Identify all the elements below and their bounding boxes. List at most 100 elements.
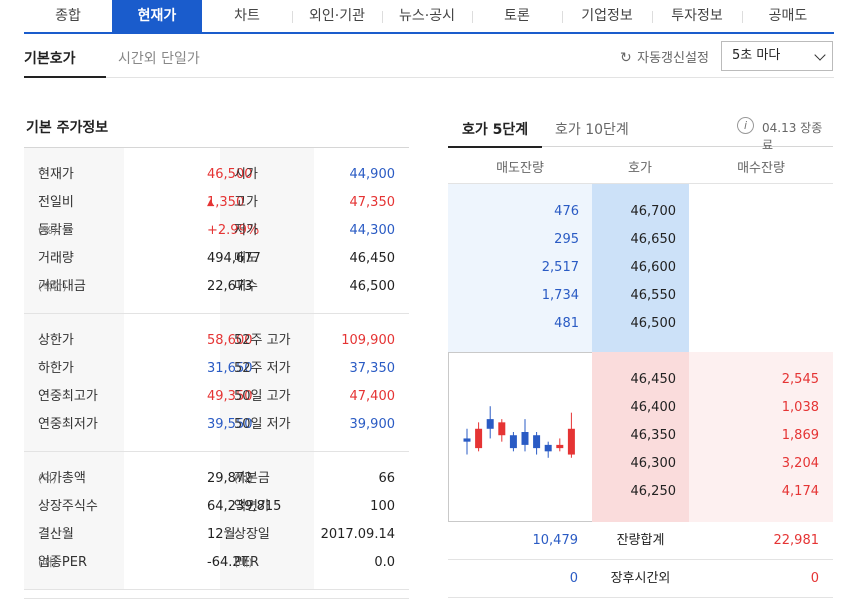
candle-body [533,435,541,449]
refresh-icon: ↻ [620,50,632,66]
info-label-unit: (%) [38,224,58,237]
ask-qty[interactable]: 481 [554,316,579,331]
bottom-divider [24,598,409,599]
tab-label: 외인·기관 [309,8,365,24]
tab-4[interactable]: 뉴스·공시 [382,0,472,32]
info-row: 현재가 46,500 시가 44,900 [24,161,409,189]
tab-label: 뉴스·공시 [399,8,455,24]
ask-qty[interactable]: 295 [554,232,579,247]
refresh-interval-select[interactable]: 5초 마다 [721,41,833,71]
info-row: 전일비 ▲ 1,350 고가 47,350 [24,189,409,217]
top-nav: 종합 현재가 차트 외인·기관 뉴스·공시 토론 기업정보 투자정보 공매도 [24,0,834,34]
info-icon[interactable]: i [737,117,754,134]
info-row: 결산월 12월 상장일 2017.09.14 [24,521,409,549]
info-label-unit: (백만) [38,280,67,293]
candle-body [463,438,471,442]
info-label-unit: (배) [38,556,57,569]
after-label: 장후시간외 [610,571,671,586]
total-sell-qty: 10,479 [532,533,579,548]
ask-qty[interactable]: 476 [554,204,579,219]
info-group: 상한가 58,600 52주 고가 109,900 하한가 31,650 52주 저가 37,… [24,314,409,452]
ask-price[interactable]: 46,650 [630,232,677,247]
orderbook-bids: 46,450 2,545 46,400 1,038 46,350 1,869 46,300 3… [448,352,833,522]
ask-qty[interactable]: 2,517 [541,260,579,275]
bid-qty[interactable]: 2,545 [781,372,819,387]
info-value: 100 [370,499,395,514]
bid-price[interactable]: 46,450 [630,372,677,387]
mini-candle-svg [463,406,575,458]
up-triangle-icon: ▲ [207,198,214,208]
info-row: 등락률 (%) +2.99% 저가 44,300 [24,217,409,245]
ask-price[interactable]: 46,700 [630,204,677,219]
bid-price[interactable]: 46,350 [630,428,677,443]
info-value: 44,300 [349,223,396,238]
subtab-afterhours[interactable]: 시간외 단일가 [118,51,200,67]
bid-qty[interactable]: 4,174 [781,484,819,499]
info-value: 66 [378,471,395,486]
total-row: 10,479 잔량합계 22,981 [448,522,833,560]
header-price: 호가 [628,161,652,176]
tab-separator [472,11,473,23]
tab-8[interactable]: 공매도 [742,0,834,32]
ask-price[interactable]: 46,550 [630,288,677,303]
tab-orderbook-10[interactable]: 호가 10단계 [555,122,629,138]
tab-label: 차트 [234,8,260,24]
info-row: 연중최고가 49,350 50일 고가 47,400 [24,383,409,411]
subtab-basic-quote[interactable]: 기본호가 [24,51,76,67]
info-row: 하한가 31,650 52주 저가 37,350 [24,355,409,383]
buy-qty-column [689,352,833,522]
candle-body [567,428,575,455]
auto-refresh-setting[interactable]: ↻ 자동갱신설정 [620,47,709,66]
tab-2[interactable]: 차트 [202,0,292,32]
info-value: 0.0 [374,555,395,570]
tab-label: 투자정보 [671,8,723,24]
info-value: 47,350 [349,195,396,210]
ask-price[interactable]: 46,600 [630,260,677,275]
candle-body [521,432,529,445]
bid-price[interactable]: 46,400 [630,400,677,415]
info-value: 39,900 [349,417,396,432]
info-row: 거래대금 (백만) 22,673 매수 46,500 [24,273,409,301]
bid-price[interactable]: 46,300 [630,456,677,471]
bid-qty[interactable]: 1,869 [781,428,819,443]
info-value: 47,400 [349,389,396,404]
label-shade [24,148,124,313]
ask-price[interactable]: 46,500 [630,316,677,331]
market-status: 04.13 장종료 [762,121,823,152]
tab-label: 종합 [55,8,81,24]
info-row: 상장주식수 64,239,815 액면가 100 [24,493,409,521]
tab-label: 공매도 [768,8,808,24]
tab-0[interactable]: 종합 [24,0,112,32]
bid-qty[interactable]: 1,038 [781,400,819,415]
bid-qty[interactable]: 3,204 [781,456,819,471]
tab-separator [292,11,293,23]
ask-qty[interactable]: 1,734 [541,288,579,303]
info-value: 109,900 [341,333,395,348]
label-shade [24,314,124,451]
bid-price[interactable]: 46,250 [630,484,677,499]
tab-3[interactable]: 외인·기관 [292,0,382,32]
tab-separator [652,11,653,23]
info-value: 37,350 [349,361,396,376]
tab-orderbook-5[interactable]: 호가 5단계 [462,122,529,138]
tab-6[interactable]: 기업정보 [562,0,652,32]
chevron-down-icon [814,49,826,61]
info-row: 업종PER (배) -64.27 PER (배) 0.0 [24,549,409,577]
header-buy-qty: 매수잔량 [737,161,785,176]
tab-7[interactable]: 투자정보 [652,0,742,32]
tab-1[interactable]: 현재가 [112,0,202,32]
after-buy-qty: 0 [810,571,819,586]
info-group: 시가총액 (억) 29,872 자본금 (억) 66 상장주식수 64,239,815 액면가 1… [24,452,409,590]
total-label: 잔량합계 [616,533,665,548]
tab-5[interactable]: 토론 [472,0,562,32]
info-value: 44,900 [349,167,396,182]
total-buy-qty: 22,981 [773,533,820,548]
candle-body [556,444,564,449]
buy-price-column [592,352,689,522]
orderbook-tabs: 호가 5단계 호가 10단계 i 04.13 장종료 [448,114,833,152]
tab-label: 현재가 [137,8,177,24]
tab-label: 기업정보 [581,8,633,24]
info-row: 시가총액 (억) 29,872 자본금 (억) 66 [24,465,409,493]
after-hours-row: 0 장후시간외 0 [448,560,833,598]
label-shade [220,452,314,589]
